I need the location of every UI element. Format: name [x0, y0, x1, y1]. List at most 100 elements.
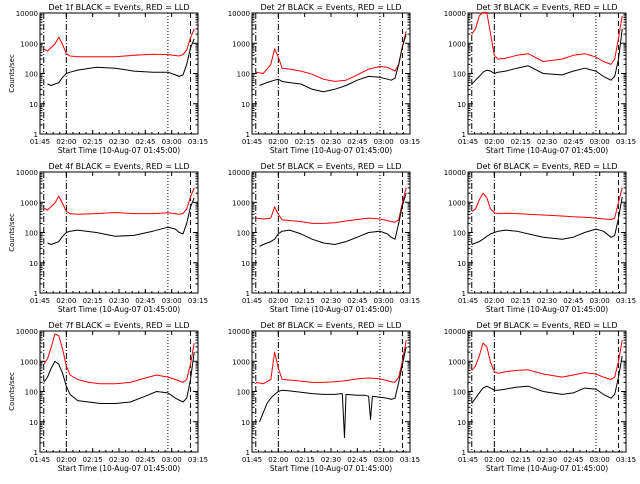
y-tick-label: 10 [457, 260, 466, 268]
y-tick-label: 100 [237, 389, 250, 397]
events-series-line [471, 28, 623, 85]
x-axis-label: Start Time (10-Aug-07 01:45:00) [270, 464, 392, 473]
y-tick-label: 1000 [232, 40, 250, 48]
x-axis-label: Start Time (10-Aug-07 01:45:00) [58, 464, 180, 473]
x-tick-label: 03:15 [616, 456, 636, 464]
x-tick-label: 03:00 [162, 456, 182, 464]
x-tick-label: 02:45 [347, 138, 367, 146]
panel-det-3: Det 3f BLACK = Events, RED = LLD 01:45 02:… [444, 3, 636, 155]
x-axis-label: Start Time (10-Aug-07 01:45:00) [486, 464, 608, 473]
y-tick-label: 10000 [228, 10, 250, 18]
y-tick-label: 1 [246, 449, 250, 457]
chart-title: Det 3f BLACK = Events, RED = LLD [476, 3, 617, 12]
x-tick-label: 03:00 [590, 138, 610, 146]
y-tick-label: 10000 [444, 328, 466, 336]
panel-det-7: Det 7f BLACK = Events, RED = LLD 01:45 02:… [8, 321, 208, 473]
x-tick-label: 03:00 [590, 456, 610, 464]
x-tick-label: 02:15 [295, 138, 315, 146]
x-tick-label: 01:45 [458, 297, 478, 305]
plot-frame [251, 171, 411, 294]
x-tick-label: 02:45 [563, 456, 583, 464]
x-axis-label: Start Time (10-Aug-07 01:45:00) [270, 146, 392, 155]
x-tick-label: 02:45 [135, 138, 155, 146]
x-tick-label: 03:15 [616, 138, 636, 146]
y-tick-label: 1 [34, 290, 38, 298]
events-series-line [43, 352, 195, 404]
y-tick-label: 10 [29, 101, 38, 109]
x-tick-label: 02:15 [83, 297, 103, 305]
x-tick-label: 03:00 [162, 297, 182, 305]
x-axis-label: Start Time (10-Aug-07 01:45:00) [486, 146, 608, 155]
x-tick-label: 02:30 [109, 297, 129, 305]
x-tick-label: 02:15 [511, 297, 531, 305]
chart-title: Det 7f BLACK = Events, RED = LLD [48, 321, 189, 330]
x-tick-label: 02:30 [109, 456, 129, 464]
y-tick-label: 1000 [448, 40, 466, 48]
x-tick-label: 02:15 [83, 138, 103, 146]
events-series-line [471, 196, 623, 245]
x-tick-label: 03:15 [188, 138, 208, 146]
lld-series-line [43, 28, 195, 58]
lld-series-line [255, 31, 407, 82]
y-tick-label: 1000 [232, 199, 250, 207]
y-tick-label: 10000 [444, 169, 466, 177]
y-tick-label: 10000 [228, 169, 250, 177]
y-tick-label: 100 [453, 389, 466, 397]
x-tick-label: 02:30 [537, 297, 557, 305]
panel-det-1: Det 1f BLACK = Events, RED = LLD 01:45 02:… [8, 3, 208, 155]
y-tick-label: 1000 [232, 358, 250, 366]
lld-series-line [43, 187, 195, 215]
x-tick-label: 02:45 [347, 456, 367, 464]
plot-frame [39, 12, 199, 135]
x-tick-label: 02:15 [511, 138, 531, 146]
x-axis-label: Start Time (10-Aug-07 01:45:00) [486, 305, 608, 314]
y-tick-label: 10000 [16, 169, 38, 177]
x-tick-label: 02:15 [295, 297, 315, 305]
y-tick-label: 10 [241, 260, 250, 268]
y-tick-label: 10 [241, 101, 250, 109]
y-tick-label: 1 [246, 290, 250, 298]
x-tick-label: 03:15 [400, 138, 420, 146]
chart-title: Det 6f BLACK = Events, RED = LLD [476, 162, 617, 171]
x-tick-label: 02:30 [537, 456, 557, 464]
x-tick-label: 02:00 [56, 297, 76, 305]
x-tick-label: 03:00 [590, 297, 610, 305]
x-tick-label: 03:15 [188, 297, 208, 305]
chart-title: Det 2f BLACK = Events, RED = LLD [260, 3, 401, 12]
x-tick-label: 02:45 [135, 456, 155, 464]
x-tick-label: 01:45 [30, 456, 50, 464]
x-tick-label: 02:30 [109, 138, 129, 146]
x-tick-label: 03:00 [374, 138, 394, 146]
plot-frame [467, 330, 627, 453]
y-axis-label: Counts/sec [8, 213, 16, 252]
y-tick-label: 1000 [20, 358, 38, 366]
y-tick-label: 10 [29, 260, 38, 268]
events-series-line [471, 355, 623, 404]
x-tick-label: 02:45 [135, 297, 155, 305]
lld-series-line [471, 340, 623, 380]
x-tick-label: 02:15 [511, 456, 531, 464]
y-tick-label: 10 [29, 419, 38, 427]
x-tick-label: 01:45 [242, 138, 262, 146]
x-axis-label: Start Time (10-Aug-07 01:45:00) [58, 305, 180, 314]
events-series-line [259, 346, 407, 439]
chart-title: Det 9f BLACK = Events, RED = LLD [476, 321, 617, 330]
plot-frame [251, 330, 411, 453]
lld-series-line [255, 340, 407, 385]
y-tick-label: 100 [25, 230, 38, 238]
x-axis-label: Start Time (10-Aug-07 01:45:00) [270, 305, 392, 314]
events-series-line [259, 192, 407, 247]
x-tick-label: 02:30 [321, 138, 341, 146]
lld-series-line [471, 187, 623, 220]
x-tick-label: 03:15 [400, 456, 420, 464]
y-tick-label: 10000 [16, 328, 38, 336]
x-tick-label: 03:00 [374, 456, 394, 464]
plot-frame [39, 330, 199, 453]
y-tick-label: 1 [246, 131, 250, 139]
x-tick-label: 01:45 [30, 138, 50, 146]
y-tick-label: 100 [237, 230, 250, 238]
x-tick-label: 01:45 [30, 297, 50, 305]
events-series-line [47, 197, 195, 245]
x-tick-label: 02:00 [268, 456, 288, 464]
x-tick-label: 02:45 [347, 297, 367, 305]
